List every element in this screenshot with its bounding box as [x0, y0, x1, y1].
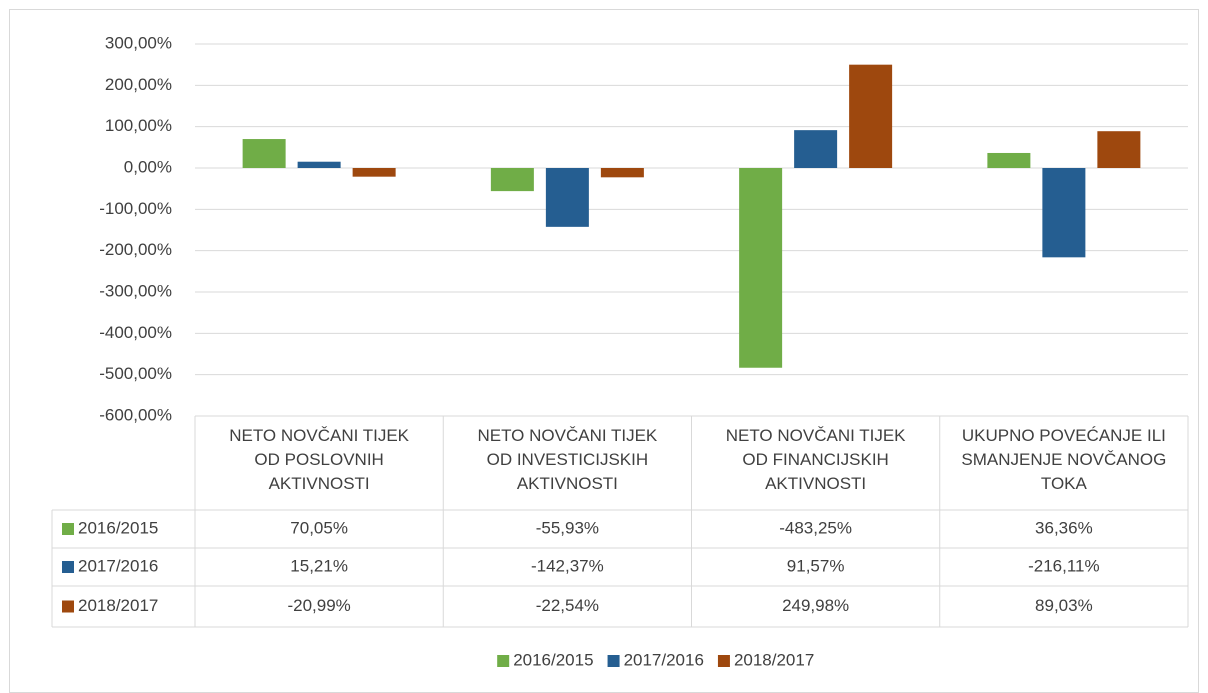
- legend-label: 2018/2017: [734, 650, 814, 669]
- chart-border: [9, 9, 1199, 693]
- table-legend-key: [62, 600, 74, 613]
- y-tick-label: -600,00%: [99, 405, 172, 424]
- bar: [490, 168, 534, 192]
- x-tick-label: NETO NOVČANI TIJEK OD POSLOVNIH AKTIVNOS…: [229, 426, 410, 493]
- y-tick-label: 100,00%: [105, 116, 172, 135]
- bar: [297, 161, 341, 168]
- x-tick-label: UKUPNO POVEĆANJE ILI SMANJENJE NOVČANOG …: [961, 426, 1167, 493]
- row-label: 2017/2016: [78, 556, 158, 575]
- legend-label: 2016/2015: [513, 650, 593, 669]
- x-tick-label: NETO NOVČANI TIJEK OD INVESTICIJSKIH AKT…: [477, 426, 658, 493]
- bar: [739, 168, 783, 368]
- table-cell: 36,36%: [1035, 518, 1093, 537]
- table-cell: -20,99%: [287, 596, 350, 615]
- bar: [794, 130, 838, 168]
- row-label: 2016/2015: [78, 518, 158, 537]
- bar: [352, 168, 396, 177]
- legend-label: 2017/2016: [624, 650, 704, 669]
- bar: [1042, 168, 1086, 258]
- table-legend-key: [62, 523, 74, 535]
- bar: [600, 168, 644, 178]
- x-tick-label: NETO NOVČANI TIJEK OD FINANCIJSKIH AKTIV…: [725, 426, 906, 493]
- legend-key: [717, 655, 730, 667]
- y-tick-label: 300,00%: [105, 33, 172, 52]
- y-tick-label: 0,00%: [124, 157, 172, 176]
- legend-key: [497, 655, 510, 667]
- bar: [242, 139, 286, 168]
- table-cell: 91,57%: [787, 556, 845, 575]
- y-tick-label: -200,00%: [99, 240, 172, 259]
- table-legend-key: [62, 561, 74, 573]
- table-cell: 15,21%: [290, 556, 348, 575]
- table-cell: 89,03%: [1035, 596, 1093, 615]
- table-cell: 70,05%: [290, 518, 348, 537]
- table-cell: 249,98%: [782, 596, 849, 615]
- y-tick-label: 200,00%: [105, 75, 172, 94]
- row-label: 2018/2017: [78, 596, 158, 615]
- bar: [545, 168, 589, 227]
- bar: [987, 152, 1031, 168]
- y-tick-label: -300,00%: [99, 281, 172, 300]
- y-tick-label: -500,00%: [99, 364, 172, 383]
- legend-key: [607, 655, 620, 667]
- y-tick-label: -100,00%: [99, 199, 172, 218]
- table-cell: -483,25%: [779, 518, 852, 537]
- bar: [1097, 131, 1141, 168]
- table-cell: -55,93%: [536, 518, 599, 537]
- bar: [849, 64, 893, 168]
- table-cell: -142,37%: [531, 556, 604, 575]
- table-cell: -22,54%: [536, 596, 599, 615]
- table-cell: -216,11%: [1028, 556, 1100, 575]
- y-tick-label: -400,00%: [99, 323, 172, 342]
